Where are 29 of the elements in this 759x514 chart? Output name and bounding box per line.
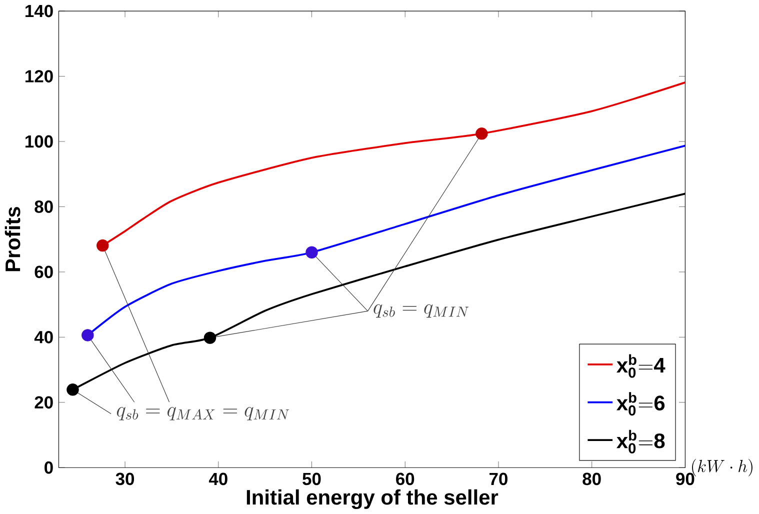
y-tick-label: 20 <box>34 396 53 409</box>
legend-label: $\mathbf{x_0^b{=}6}$ <box>616 392 665 416</box>
annotation: $q_{sb}=q_{MIN}$ <box>374 304 469 318</box>
x-axis-title: Initial energy of the seller <box>246 489 498 510</box>
x-tick-label: 70 <box>490 472 508 486</box>
x-tick-label: 30 <box>116 472 134 486</box>
y-tick-label: 140 <box>26 4 53 18</box>
y-tick-label: 40 <box>34 331 53 344</box>
y-axis-title: Profits <box>4 207 20 272</box>
point <box>66 384 79 396</box>
y-tick-label: 120 <box>26 70 53 83</box>
x-tick-label: 80 <box>582 472 601 486</box>
point <box>306 246 318 259</box>
point <box>476 128 488 140</box>
legend-label: $\mathbf{x_0^b{=}8}$ <box>616 430 665 454</box>
legend-label: $\mathbf{x_0^b{=}4}$ <box>616 354 666 378</box>
point <box>82 329 94 342</box>
x-tick-label: 50 <box>302 472 321 486</box>
x-tick-label: 40 <box>208 472 228 486</box>
y-tick-label: 80 <box>34 200 53 213</box>
point <box>204 332 216 344</box>
x-tick-label: 60 <box>396 472 414 486</box>
x-tick-label: 90 <box>676 472 694 486</box>
y-tick-label: 100 <box>26 135 53 148</box>
point <box>96 239 109 252</box>
y-tick-label: 60 <box>34 266 53 278</box>
y-tick-label: 0 <box>44 462 53 474</box>
text: $(kW\cdot h)$ <box>692 458 752 476</box>
annotation: $q_{sb}=q_{MAX}=q_{MIN}$ <box>116 407 290 420</box>
